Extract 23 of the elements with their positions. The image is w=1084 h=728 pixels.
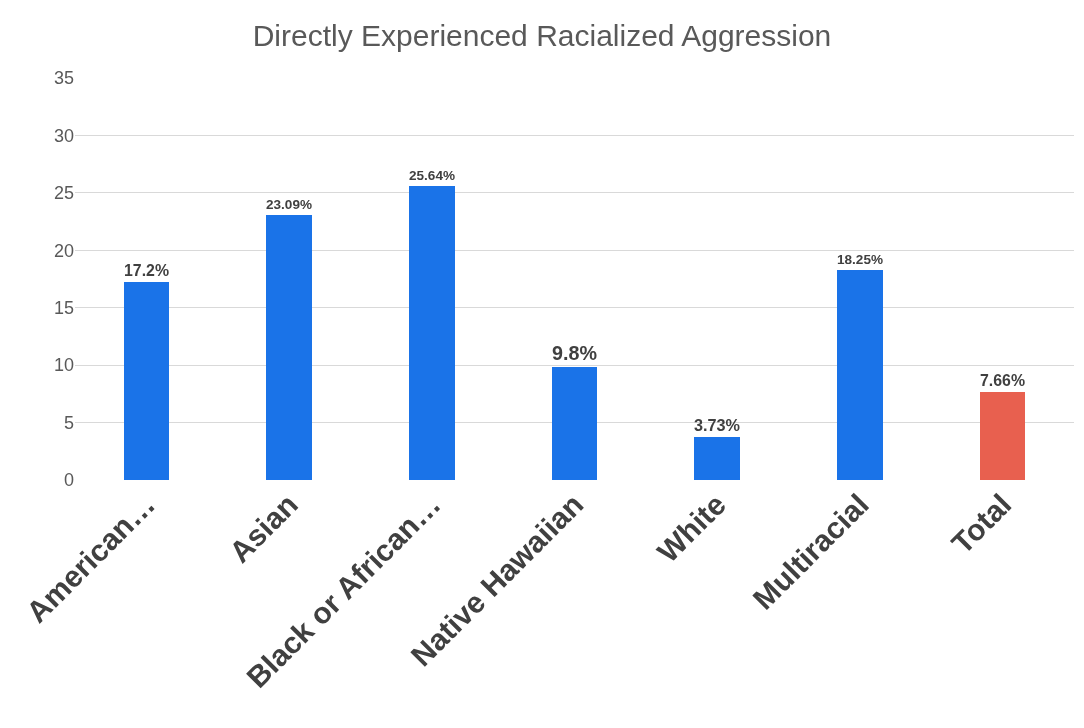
data-label: 18.25% [837,252,883,268]
y-tick-label: 15 [53,298,74,319]
bar [980,392,1025,480]
data-label: 25.64% [409,168,455,184]
y-tick-label: 30 [53,125,74,146]
y-tick-label: 10 [53,355,74,376]
y-tick-label: 20 [53,240,74,261]
chart-title: Directly Experienced Racialized Aggression [252,19,832,53]
data-label: 17.2% [124,261,169,279]
y-tick-label: 0 [63,470,74,491]
y-tick-label: 35 [53,68,74,89]
data-label: 9.8% [552,342,598,365]
bar [694,437,740,480]
bar [552,367,597,480]
data-label: 7.66% [980,371,1025,389]
bar [124,282,169,480]
data-label: 3.73% [694,415,740,434]
y-tick-label: 25 [53,183,74,204]
bar [837,270,883,480]
data-label: 23.09% [266,197,312,213]
bar [266,215,312,480]
bar [409,186,455,480]
y-tick-label: 5 [63,412,74,433]
